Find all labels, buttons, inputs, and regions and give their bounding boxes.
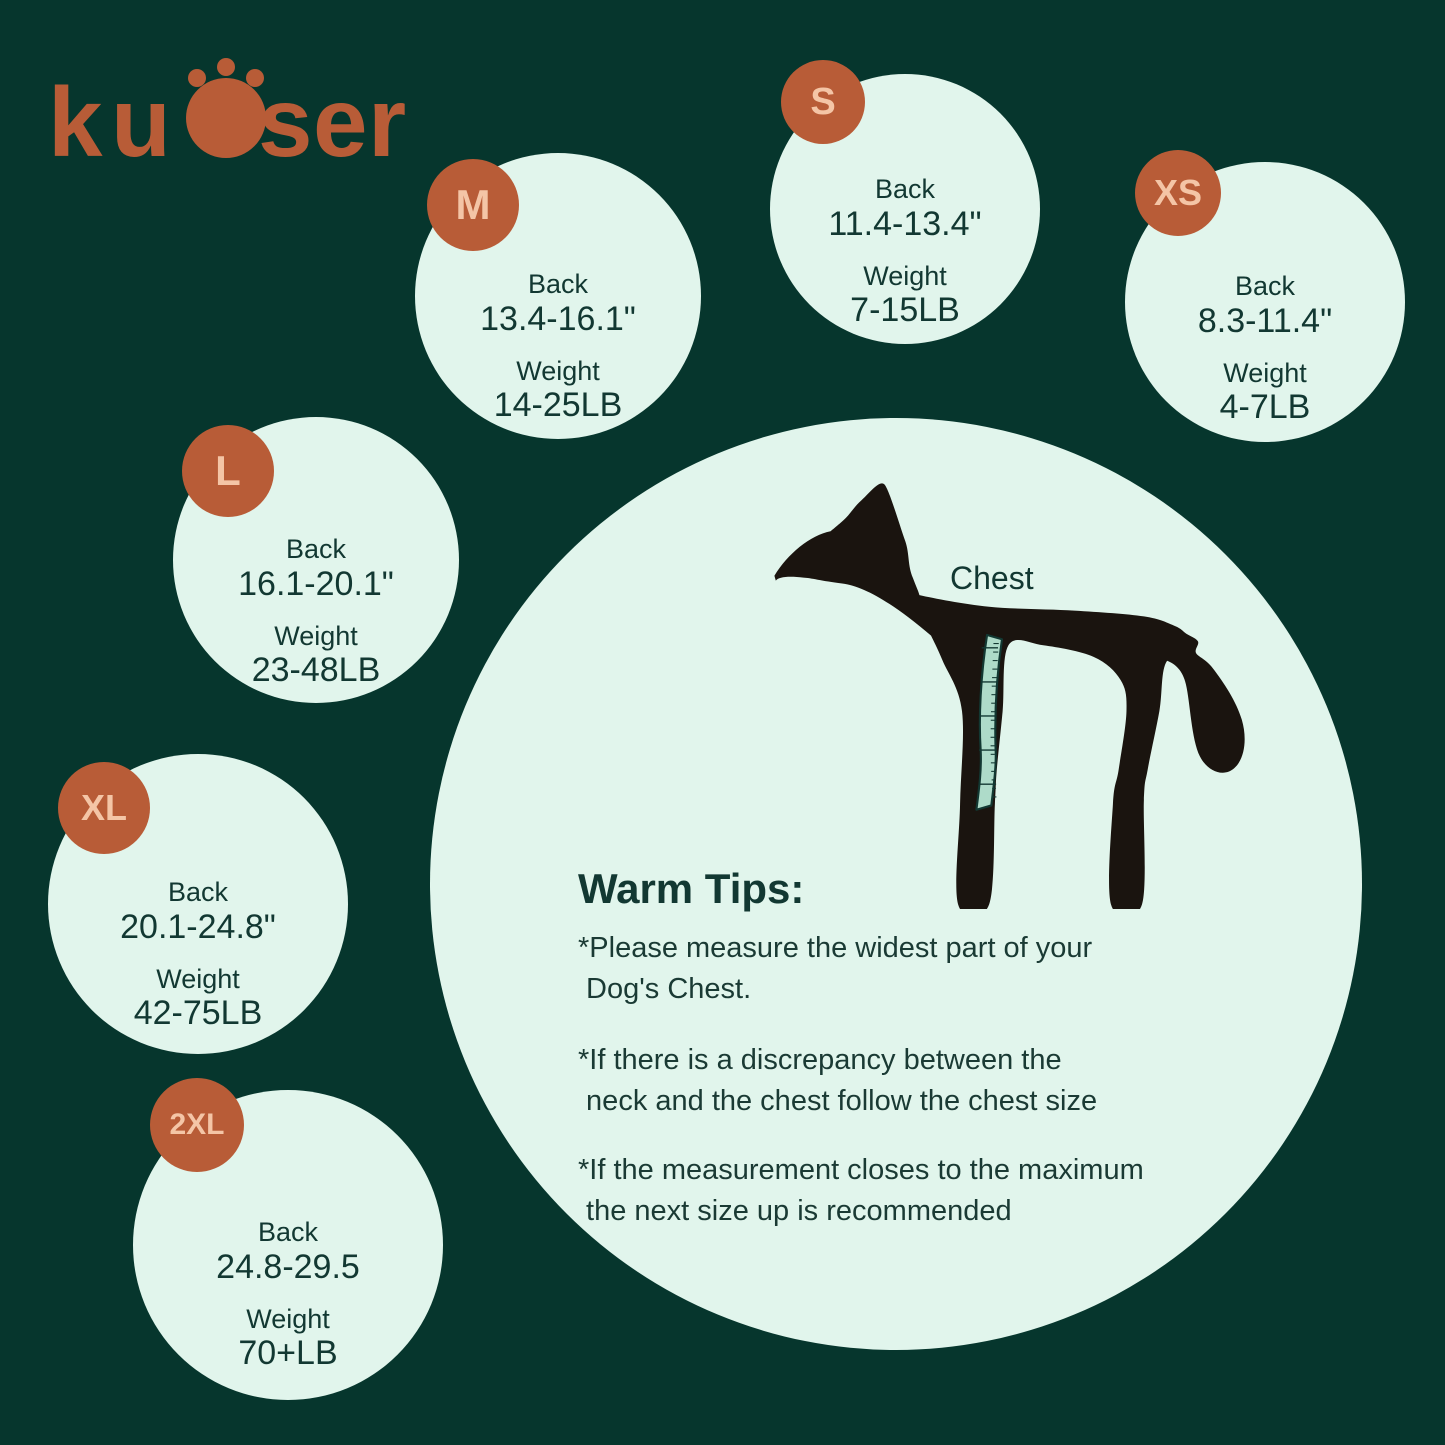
svg-text:r: r — [368, 67, 406, 177]
svg-text:s: s — [258, 67, 313, 177]
svg-text:e: e — [313, 67, 368, 177]
svg-text:u: u — [111, 67, 171, 177]
svg-text:k: k — [48, 67, 103, 177]
